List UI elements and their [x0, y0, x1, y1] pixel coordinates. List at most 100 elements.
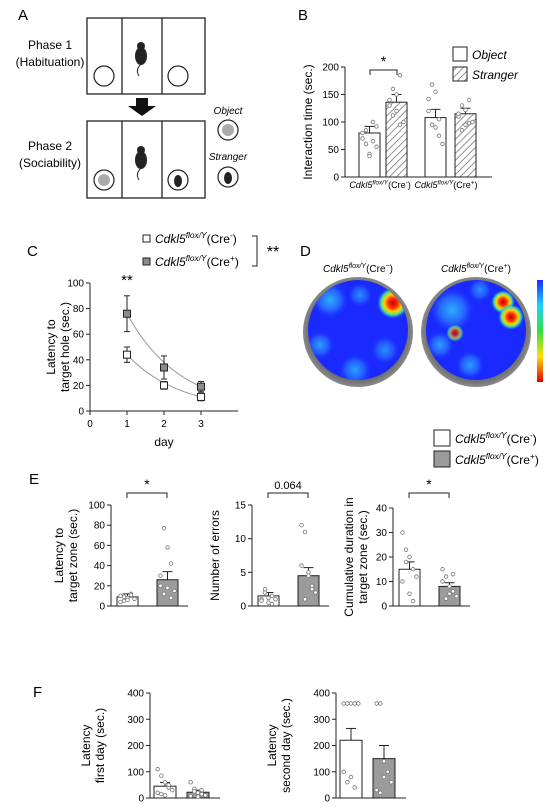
f1-data-point: [192, 789, 197, 794]
panel-c: C 0 20 40 60 80 100 0 1 2 3 day Latency totarget ho…: [27, 230, 279, 449]
c-sig-label: **: [267, 244, 279, 261]
e2-data-point: [306, 573, 311, 578]
f1-y-tick-label: 400: [127, 689, 144, 700]
b-y-tick-label: 50: [328, 145, 340, 156]
f1-y-tick-label: 300: [127, 715, 144, 726]
e1-y-tick-label: 80: [94, 521, 106, 532]
e2-data-point: [302, 597, 308, 602]
e2-data-point: [313, 590, 318, 595]
e2-sig-label: 0.064: [274, 480, 302, 492]
c-y-tick-label: 0: [78, 407, 84, 418]
b-sig-bracket: [369, 69, 398, 75]
c-data-point: [197, 382, 205, 391]
f1-data-point: [188, 793, 193, 799]
f1-data-point: [170, 787, 175, 793]
f1-data-point: [195, 794, 201, 799]
f2-y-label: Latencysecond day (sec.): [265, 698, 293, 793]
f2-y-tick-label: 0: [324, 794, 330, 805]
e3-y-tick-label: 10: [376, 577, 388, 588]
b-data-point: [394, 92, 399, 97]
b-data-point: [363, 141, 369, 147]
c-data-point: [123, 309, 131, 318]
c-y-tick-label: 20: [73, 381, 85, 392]
e3-sig-label: *: [426, 476, 432, 492]
e1-y-tick-label: 60: [94, 541, 106, 552]
b-x-tick-label: Cdkl5flox/Y(Cre-): [349, 179, 410, 190]
b-data-point: [426, 96, 431, 102]
panel-letter-e: E: [29, 471, 39, 488]
f2-data-point: [341, 701, 346, 706]
b-data-point: [374, 144, 379, 149]
e3-data-point: [407, 591, 412, 596]
f1-data-point: [162, 793, 168, 798]
f1-data-point: [155, 766, 160, 772]
f2-data-point: [385, 769, 390, 774]
f2-data-point: [378, 790, 383, 795]
c-y-tick-label: 40: [73, 355, 85, 366]
f2-data-point: [378, 701, 383, 706]
b-data-point: [429, 122, 435, 127]
e2-y-tick-label: 10: [235, 534, 247, 545]
b-data-point: [390, 113, 396, 118]
e2-y-tick-label: 15: [235, 501, 247, 512]
e2-y-label: Number of errors: [208, 510, 222, 601]
b-data-point: [401, 119, 406, 125]
panel-f: F 0 100 200 300 400 Latencyfirst day (sec.) 0 1…: [33, 684, 406, 805]
e3-y-label: Cumulative duration intarget zone (sec.): [342, 497, 370, 616]
e3-data-point: [400, 579, 405, 584]
c-y-label: Latency totarget hole (sec.): [44, 302, 72, 392]
f2-data-point: [356, 701, 361, 706]
e2-data-point: [309, 586, 315, 592]
e2-data-point: [266, 600, 271, 605]
phase2-label-line2: (Sociability): [19, 156, 81, 170]
b-data-point: [436, 117, 442, 122]
heatmap-cre-neg: [303, 277, 413, 387]
f2-data-point: [348, 774, 354, 780]
f2-data-point: [345, 701, 350, 706]
phase2-label-line1: Phase 2: [28, 139, 72, 153]
f1-data-point: [199, 787, 204, 793]
b-data-point: [390, 86, 396, 92]
panel-letter-c: C: [27, 243, 38, 260]
e3-data-point: [443, 574, 449, 579]
e3-data-point: [403, 547, 409, 552]
b-y-tick-label: 100: [322, 118, 339, 129]
e1-data-point: [118, 593, 123, 599]
b-data-point: [360, 136, 365, 141]
b-data-point: [397, 73, 403, 78]
e1-data-point: [165, 585, 170, 591]
f2-y-tick-label: 200: [313, 741, 330, 752]
e2-data-point: [262, 586, 268, 592]
c-data-point: [160, 381, 168, 390]
f1-y-label: Latencyfirst day (sec.): [79, 708, 107, 783]
e3-y-tick-label: 30: [376, 528, 388, 539]
f2-data-point: [374, 701, 379, 706]
e3-data-point: [407, 554, 412, 560]
e3-data-point: [447, 591, 452, 596]
object-legend-label: Object: [214, 106, 244, 117]
panel-b: B 0 50 100 150 200 Interaction time (sec.) * Cd…: [298, 7, 519, 190]
stranger-mouse-icon: [217, 166, 239, 188]
f2-y-tick-label: 100: [313, 767, 330, 778]
e1-y-tick-label: 40: [94, 561, 106, 572]
c-legend-cre-neg: Cdkl5flox/Y(Cre-): [155, 230, 237, 246]
phase1-arena: [86, 17, 206, 95]
e2-data-point: [266, 595, 271, 601]
e-legend-swatch-cre-neg: [433, 429, 451, 447]
e2-y-tick-label: 0: [240, 602, 246, 613]
b-data-point: [433, 89, 438, 94]
f1-data-point: [188, 780, 193, 785]
b-data-point: [470, 119, 475, 125]
e1-y-tick-label: 0: [99, 602, 105, 613]
e3-y-tick-label: 20: [376, 553, 388, 564]
e2-data-point: [302, 529, 308, 535]
f1-y-tick-label: 100: [127, 767, 144, 778]
f1-data-point: [199, 791, 204, 797]
e1-data-point: [172, 588, 177, 594]
heatmap-colorbar: [537, 280, 543, 382]
b-data-point: [459, 103, 465, 108]
f1-y-tick-label: 0: [138, 794, 144, 805]
f2-data-point: [352, 701, 357, 706]
e1-data-point: [128, 592, 134, 598]
